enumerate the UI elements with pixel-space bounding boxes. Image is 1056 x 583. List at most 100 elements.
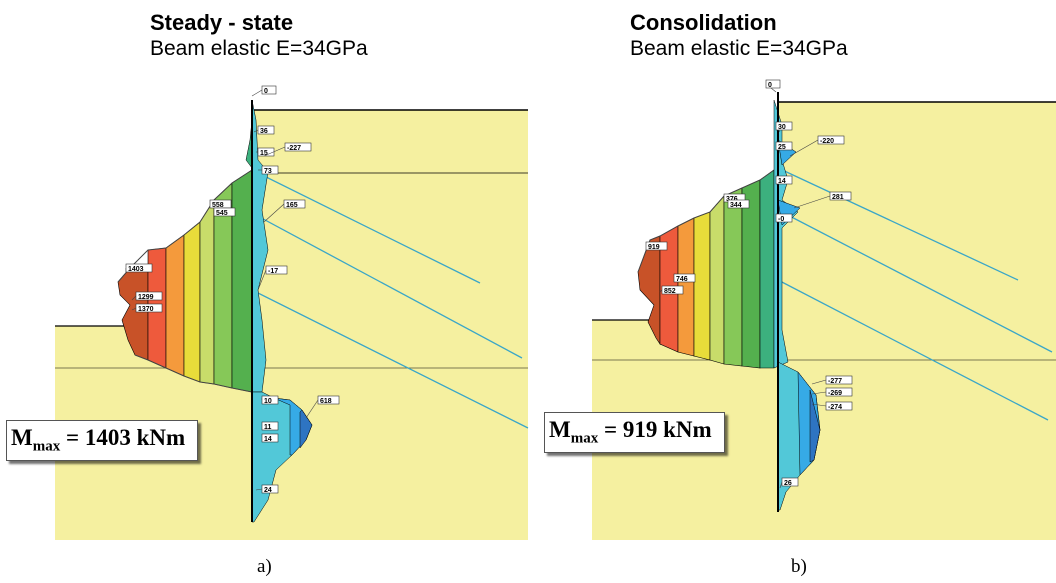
anchor-3 xyxy=(251,289,529,429)
label-leader-line xyxy=(263,146,286,157)
moment-value-label: 919 xyxy=(648,244,660,251)
label-box xyxy=(775,121,793,131)
label-box xyxy=(817,135,845,145)
label-box xyxy=(213,207,236,217)
panel-caption: b) xyxy=(791,556,807,577)
label-box xyxy=(265,265,288,275)
moment-value-label: 10 xyxy=(264,398,272,405)
label-box xyxy=(135,291,163,301)
moment-value-label: 376 xyxy=(726,196,738,203)
mmax-box: Mmax = 919 kNm xyxy=(544,412,725,453)
mmax-box: Mmax = 1403 kNm xyxy=(6,420,199,461)
panel-consolidation: Consolidation Beam elastic E=34GPa xyxy=(528,0,1056,583)
label-box xyxy=(825,375,853,385)
label-box xyxy=(645,241,668,251)
moment-value-label: 30 xyxy=(778,124,786,131)
panel-title: Steady - state xyxy=(150,10,294,35)
moment-value-label: -17 xyxy=(268,268,278,275)
moment-value-label: 165 xyxy=(286,202,298,209)
label-box xyxy=(775,213,793,223)
anchor-2 xyxy=(777,209,1053,353)
anchor-1 xyxy=(251,169,481,284)
label-box xyxy=(261,395,279,405)
mmax-symbol: M xyxy=(549,417,571,442)
label-box xyxy=(829,191,852,201)
moment-value-label: -227 xyxy=(287,145,301,152)
label-box xyxy=(261,484,279,494)
panel-subtitle: Beam elastic E=34GPa xyxy=(630,37,848,60)
label-box xyxy=(261,433,279,443)
label-box xyxy=(673,273,696,283)
label-box xyxy=(775,141,793,151)
positive-moment-region xyxy=(117,169,253,393)
label-leader-line xyxy=(257,269,267,291)
label-leader-line xyxy=(811,403,827,407)
label-box xyxy=(765,79,781,89)
moment-value-label: 0 xyxy=(264,88,268,95)
panel-steady-state: Steady - state Beam elastic E=34GPa xyxy=(6,10,529,577)
moment-value-label: -220 xyxy=(820,138,834,145)
panel-title: Consolidation xyxy=(630,10,777,35)
moment-value-label: 558 xyxy=(212,202,224,209)
label-box xyxy=(257,125,275,135)
moment-value-label: 746 xyxy=(676,276,688,283)
moment-value-label: 14 xyxy=(264,436,272,443)
moment-value-label: 852 xyxy=(664,288,676,295)
mmax-value: = 919 kNm xyxy=(603,417,712,442)
moment-value-label: 1299 xyxy=(138,294,154,301)
label-box xyxy=(284,142,312,152)
label-leader-line xyxy=(811,379,827,385)
anchor-2 xyxy=(251,212,523,359)
label-box xyxy=(661,285,684,295)
mmax-symbol: M xyxy=(11,425,33,450)
label-box xyxy=(825,387,853,397)
anchor-3 xyxy=(777,279,1049,421)
moment-value-label: 36 xyxy=(260,128,268,135)
moment-value-label: 545 xyxy=(216,210,228,217)
moment-value-label: -274 xyxy=(828,404,842,411)
label-box xyxy=(283,199,306,209)
label-leader-line xyxy=(659,289,663,293)
label-leader-line xyxy=(793,195,831,209)
moment-value-label: -269 xyxy=(828,390,842,397)
moment-value-label: 73 xyxy=(264,168,272,175)
label-leader-line xyxy=(251,89,263,97)
moment-value-label: 618 xyxy=(320,398,332,405)
label-leader-line xyxy=(779,481,783,489)
label-box xyxy=(125,263,153,273)
label-leader-line xyxy=(131,295,137,301)
moment-value-label: 1370 xyxy=(138,306,154,313)
moment-value-label: 14 xyxy=(778,178,786,185)
moment-value-label: -0 xyxy=(778,216,784,223)
label-leader-line xyxy=(131,307,137,311)
label-box xyxy=(727,199,750,209)
label-box xyxy=(261,165,279,175)
moment-value-label: -277 xyxy=(828,378,842,385)
moment-value-label: 1403 xyxy=(128,266,144,273)
moment-value-label: 11 xyxy=(264,424,272,431)
label-box xyxy=(317,395,340,405)
panel-subtitle: Beam elastic E=34GPa xyxy=(150,37,368,60)
label-leader-line xyxy=(305,399,319,419)
moment-value-label: 281 xyxy=(832,194,844,201)
label-box xyxy=(825,401,853,411)
negative-moment-region xyxy=(773,99,821,511)
label-leader-line xyxy=(255,488,263,491)
mmax-value: = 1403 kNm xyxy=(65,425,186,450)
label-box xyxy=(135,303,163,313)
moment-value-label: 15 xyxy=(260,150,268,157)
positive-moment-region xyxy=(637,169,775,369)
label-leader-line xyxy=(253,129,259,133)
panel-caption: a) xyxy=(257,556,272,577)
moment-value-label: 0 xyxy=(768,82,772,89)
label-box xyxy=(261,421,279,431)
mmax-subscript: max xyxy=(32,438,61,455)
label-box xyxy=(775,175,793,185)
moment-value-label: 26 xyxy=(784,480,792,487)
label-leader-line xyxy=(811,391,827,395)
label-box xyxy=(261,85,277,95)
